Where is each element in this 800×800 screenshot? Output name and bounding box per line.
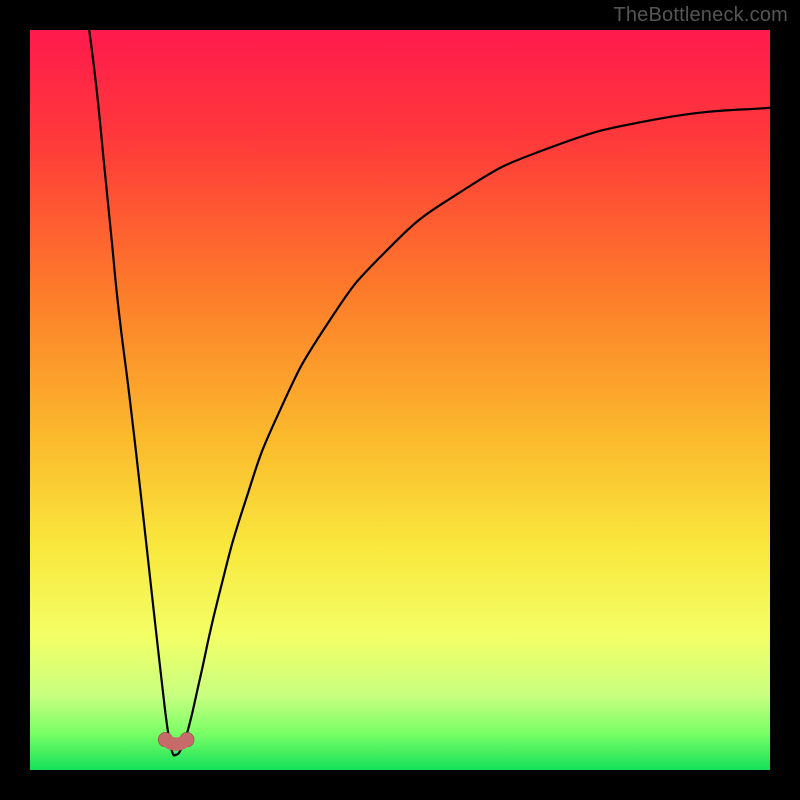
chart-container: TheBottleneck.com: [0, 0, 800, 800]
watermark-text: TheBottleneck.com: [613, 4, 788, 27]
chart-svg: [0, 0, 800, 800]
